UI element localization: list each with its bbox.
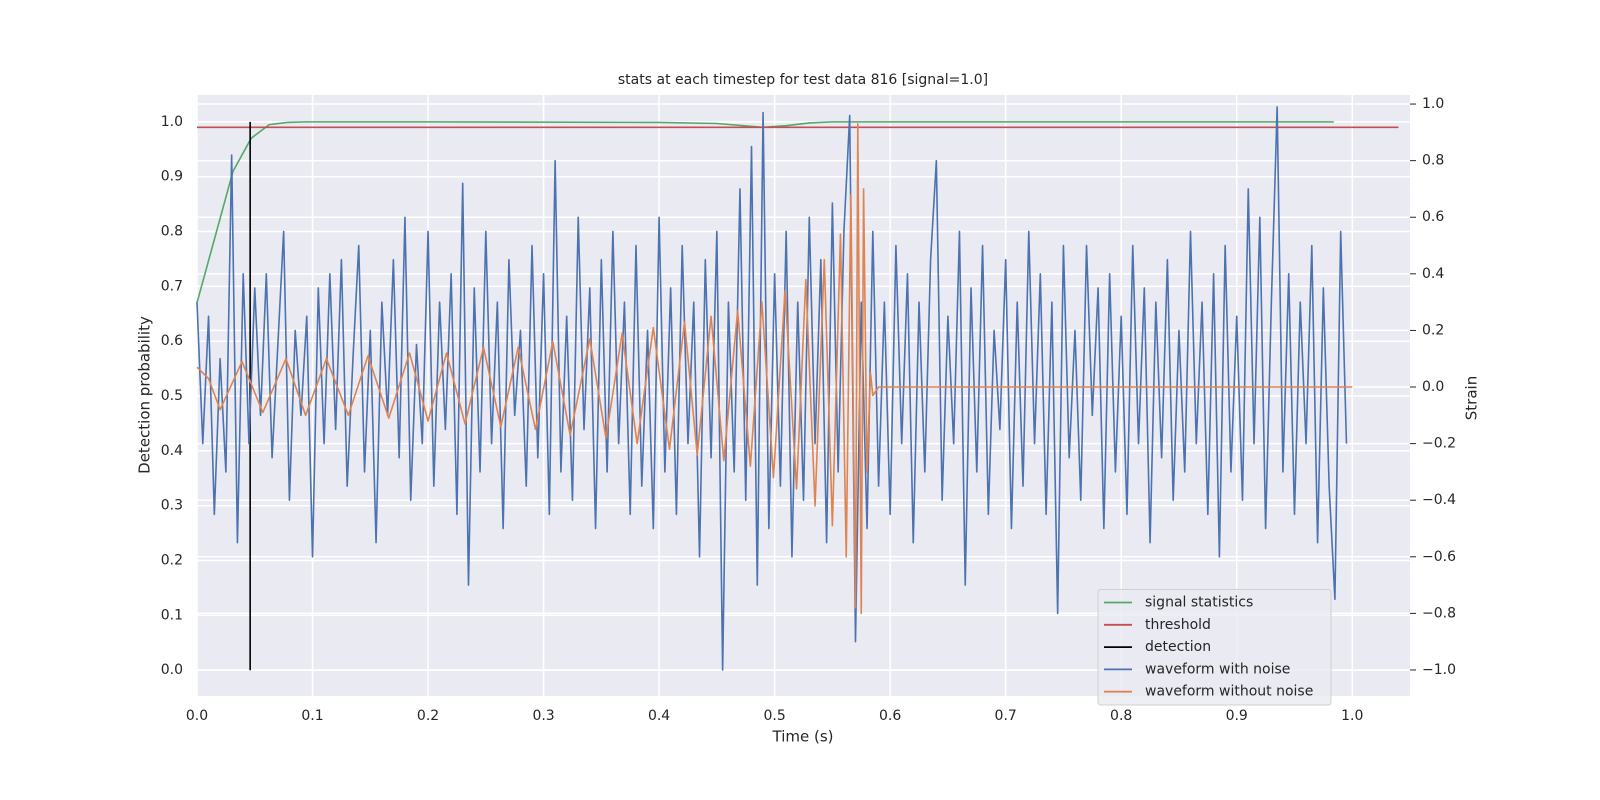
x-tick-label: 0.0 [186, 708, 208, 724]
y-tick-label: 0.7 [161, 278, 183, 294]
legend: signal statistics threshold detection wavef… [1097, 589, 1332, 706]
legend-label: waveform without noise [1145, 684, 1313, 700]
y-axis-label: Detection probability [136, 316, 154, 474]
y-tick-label: 0.9 [161, 169, 183, 185]
x-tick-label: 0.8 [1110, 708, 1132, 724]
y2-axis-label: Strain [1463, 376, 1481, 420]
y2-tick-label: −0.8 [1422, 605, 1456, 621]
y2-tick-label: 0.6 [1422, 209, 1444, 225]
series-line [196, 121, 1334, 304]
x-tick-label: 0.3 [532, 708, 554, 724]
x-tick-label: 0.6 [879, 708, 901, 724]
y-tick-label: 1.0 [161, 114, 183, 130]
y-tick-label: 0.3 [161, 498, 183, 514]
y-tick-label: 0.5 [161, 388, 183, 404]
series-line [196, 123, 1353, 615]
x-tick-label: 0.7 [995, 708, 1017, 724]
y2-tick-label: −0.2 [1422, 436, 1456, 452]
y-tick-label: 0.0 [161, 662, 183, 678]
series-line [196, 106, 1348, 671]
x-tick-label: 0.4 [648, 708, 670, 724]
y2-tick-label: 0.2 [1422, 322, 1444, 338]
y-tick-label: 0.8 [161, 224, 183, 240]
y-tick-label: 0.4 [161, 443, 183, 459]
legend-label: signal statistics [1145, 595, 1253, 611]
x-tick-label: 0.1 [301, 708, 323, 724]
legend-label: waveform with noise [1145, 661, 1290, 677]
y-tick-label: 0.6 [161, 333, 183, 349]
x-tick-label: 0.9 [1226, 708, 1248, 724]
legend-label: threshold [1145, 617, 1211, 633]
x-tick-label: 1.0 [1341, 708, 1363, 724]
y2-tick-label: 0.4 [1422, 266, 1444, 282]
legend-box [1097, 589, 1332, 706]
y2-tick-label: 1.0 [1422, 96, 1444, 112]
chart-title: stats at each timestep for test data 816… [618, 72, 988, 88]
y2-tick-label: −1.0 [1422, 662, 1456, 678]
y2-tick-label: −0.6 [1422, 549, 1456, 565]
y2-tick-label: 0.8 [1422, 153, 1444, 169]
x-axis-label: Time (s) [772, 728, 834, 746]
legend-label: detection [1145, 639, 1211, 655]
x-tick-label: 0.2 [417, 708, 439, 724]
x-tick-label: 0.5 [763, 708, 785, 724]
y2-tick-label: 0.0 [1422, 379, 1444, 395]
y-tick-label: 0.2 [161, 553, 183, 569]
y-tick-label: 0.1 [161, 607, 183, 623]
y2-tick-label: −0.4 [1422, 492, 1456, 508]
